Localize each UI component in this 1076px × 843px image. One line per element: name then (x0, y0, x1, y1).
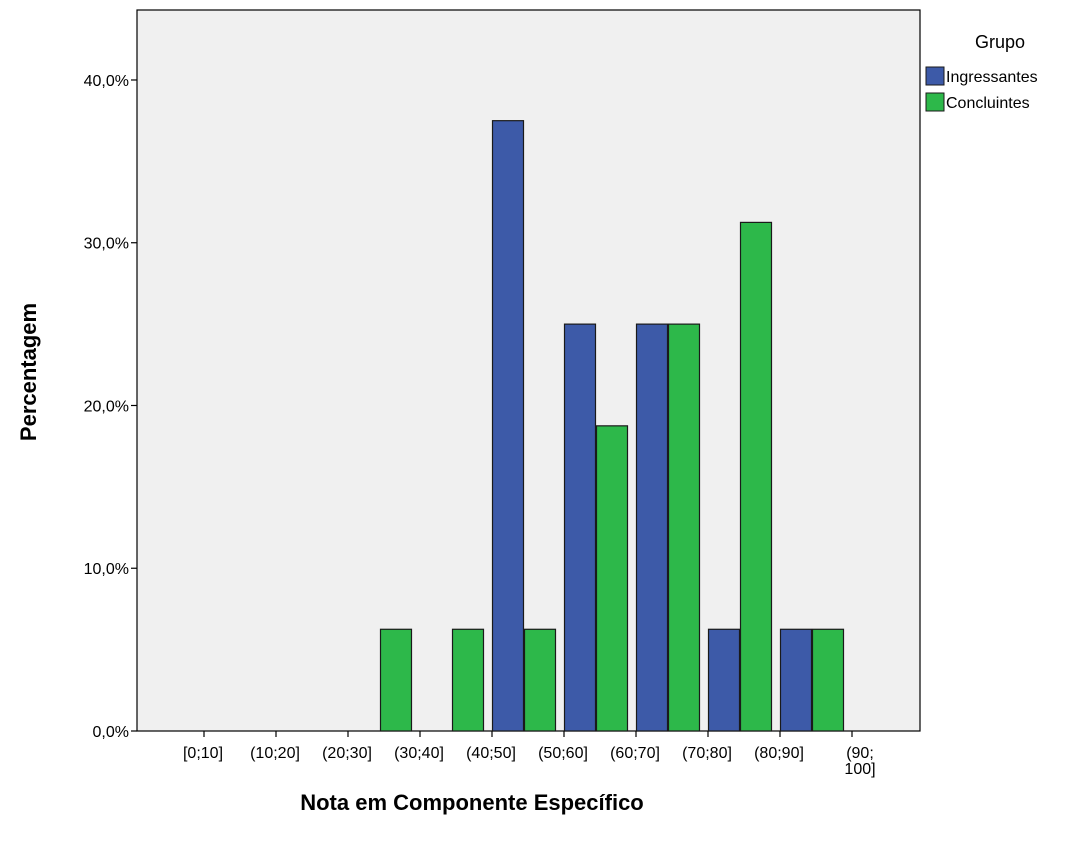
y-tick-label: 20,0% (84, 398, 129, 415)
bar-ingressantes-6 (635, 323, 669, 732)
legend: Grupo Ingressantes Concluintes (925, 32, 1038, 112)
y-axis: 0,0% 10,0% 20,0% 30,0% 40,0% (84, 73, 137, 741)
x-tick-label: (90; (846, 745, 874, 762)
x-axis: [0;10] (10;20] (20;30] (30;40] (40;50] (50;60… (183, 731, 876, 778)
bar-concluintes-2 (379, 628, 413, 732)
x-tick-label: (70;80] (682, 745, 732, 762)
legend-title: Grupo (975, 32, 1025, 52)
legend-swatch-concluintes (925, 92, 945, 112)
y-tick-label: 0,0% (93, 724, 129, 741)
legend-label-ingressantes: Ingressantes (946, 69, 1038, 86)
x-tick-label: (50;60] (538, 745, 588, 762)
plot-area (136, 9, 921, 732)
legend-label-concluintes: Concluintes (946, 95, 1030, 112)
x-tick-label: (30;40] (394, 745, 444, 762)
x-tick-label: [0;10] (183, 745, 223, 762)
bar-ingressantes-8 (779, 628, 813, 732)
y-tick-label: 10,0% (84, 561, 129, 578)
bar-concluintes-7 (739, 221, 773, 732)
bar-ingressantes-7 (707, 628, 741, 732)
x-tick-label: (20;30] (322, 745, 372, 762)
bar-ingressantes-5 (563, 323, 597, 732)
bar-concluintes-8 (811, 628, 845, 732)
x-tick-label: (60;70] (610, 745, 660, 762)
bar-concluintes-5 (595, 425, 629, 732)
bar-concluintes-4 (523, 628, 557, 732)
x-tick-label: 100] (844, 761, 875, 778)
x-tick-label: (80;90] (754, 745, 804, 762)
y-tick-label: 40,0% (84, 73, 129, 90)
bar-concluintes-3 (451, 628, 485, 732)
x-axis-title: Nota em Componente Específico (300, 790, 644, 815)
legend-swatch-ingressantes (925, 66, 945, 86)
bar-ingressantes-4 (491, 120, 525, 732)
y-tick-label: 30,0% (84, 236, 129, 253)
bar-concluintes-6 (667, 323, 701, 732)
x-tick-label: (10;20] (250, 745, 300, 762)
y-axis-title: Percentagem (16, 303, 41, 441)
x-tick-label: (40;50] (466, 745, 516, 762)
bars-group (379, 120, 845, 732)
